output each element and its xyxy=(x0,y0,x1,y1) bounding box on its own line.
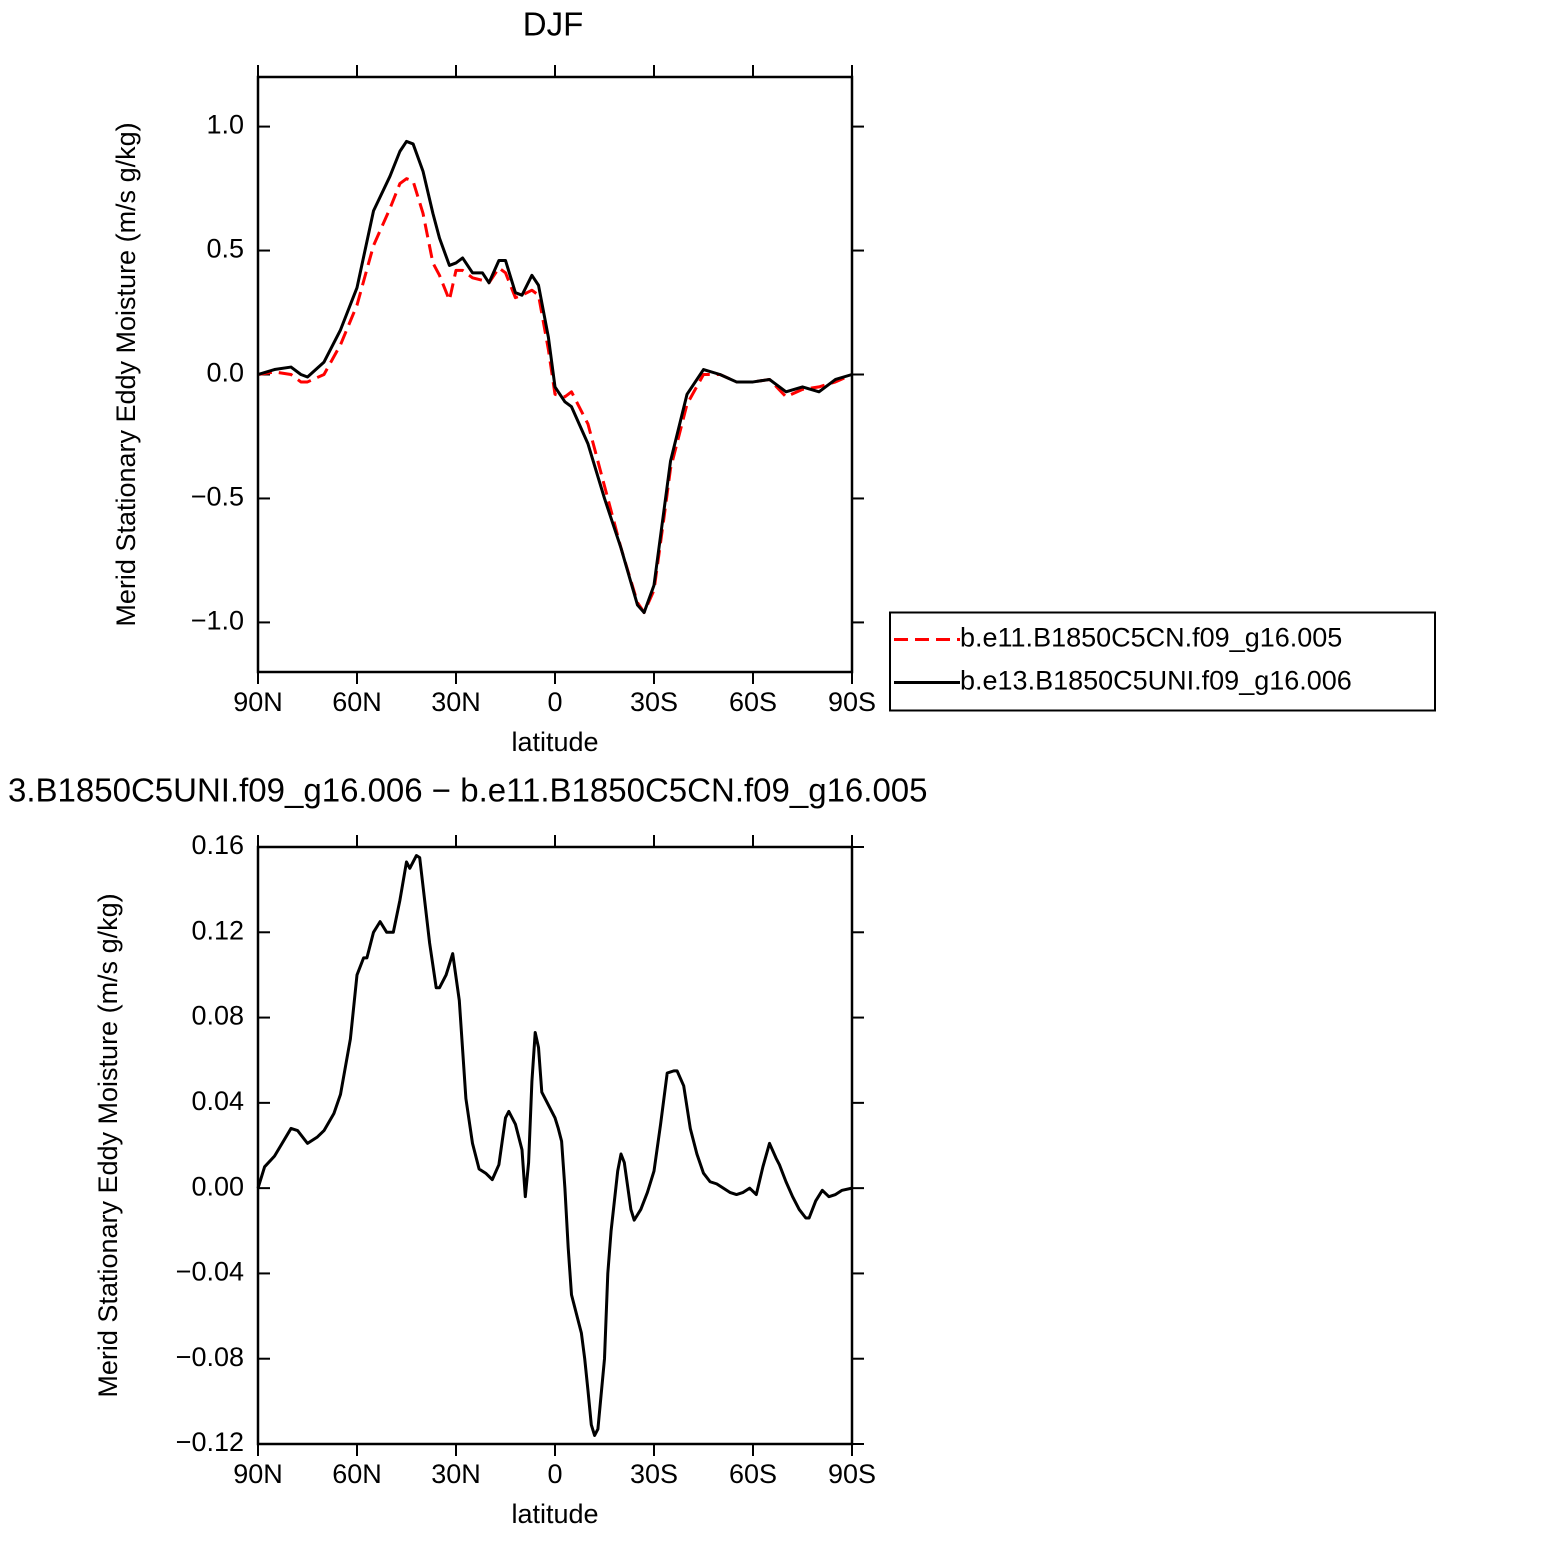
chart-title: DJF xyxy=(523,6,584,43)
legend-box xyxy=(889,611,1436,712)
y-axis-label: Merid Stationary Eddy Moisture (m/s g/kg… xyxy=(93,893,123,1397)
x-tick-label: 0 xyxy=(547,687,562,717)
x-tick-label: 90S xyxy=(828,1459,876,1489)
x-tick-label: 0 xyxy=(547,1459,562,1489)
y-tick-label: −0.04 xyxy=(176,1257,244,1287)
x-tick-label: 60S xyxy=(729,687,777,717)
chart-panel: DJF −1.0 −0.5 0.0 0.5 1.0 90N 60N 30N 0 30S 60S 90S l… xyxy=(111,6,1436,757)
x-tick-label: 60N xyxy=(332,687,382,717)
x-tick-label: 90N xyxy=(233,1459,283,1489)
y-tick-label: −0.08 xyxy=(176,1342,244,1372)
legend-label: b.e13.B1850C5UNI.f09_g16.006 xyxy=(960,666,1352,696)
y-axis-label: Merid Stationary Eddy Moisture (m/s g/kg… xyxy=(111,122,141,626)
y-tick-label: 0.0 xyxy=(206,358,244,388)
plot-frame xyxy=(256,845,854,1446)
y-tick-label: 1.0 xyxy=(206,110,244,140)
y-tick-label: −0.5 xyxy=(191,482,244,512)
x-tick-label: 30N xyxy=(431,687,481,717)
chart-panel: 3.B1850C5UNI.f09_g16.006 − b.e11.B1850C5… xyxy=(8,772,928,1529)
x-tick-label: 60N xyxy=(332,1459,382,1489)
x-axis-label: latitude xyxy=(511,727,598,757)
x-tick-label: 30S xyxy=(630,687,678,717)
x-tick-label: 30N xyxy=(431,1459,481,1489)
y-tick-label: −1.0 xyxy=(191,606,244,636)
x-axis-label: latitude xyxy=(511,1499,598,1529)
y-tick-label: 0.04 xyxy=(191,1086,244,1116)
data-line xyxy=(256,854,853,1437)
data-line xyxy=(257,177,853,614)
chart-title: 3.B1850C5UNI.f09_g16.006 − b.e11.B1850C5… xyxy=(8,772,928,809)
x-tick-label: 60S xyxy=(729,1459,777,1489)
y-tick-label: −0.12 xyxy=(176,1427,244,1457)
y-tick-label: 0.08 xyxy=(191,1001,244,1031)
y-tick-label: 0.5 xyxy=(206,234,244,264)
x-tick-label: 90S xyxy=(828,687,876,717)
legend-label: b.e11.B1850C5CN.f09_g16.005 xyxy=(960,623,1342,653)
plot-frame xyxy=(256,75,854,674)
y-tick-label: 0.12 xyxy=(191,915,244,945)
x-tick-label: 30S xyxy=(630,1459,678,1489)
x-tick-label: 90N xyxy=(233,687,283,717)
y-tick-label: 0.00 xyxy=(191,1171,244,1201)
data-line xyxy=(257,139,853,614)
y-tick-label: 0.16 xyxy=(191,830,244,860)
